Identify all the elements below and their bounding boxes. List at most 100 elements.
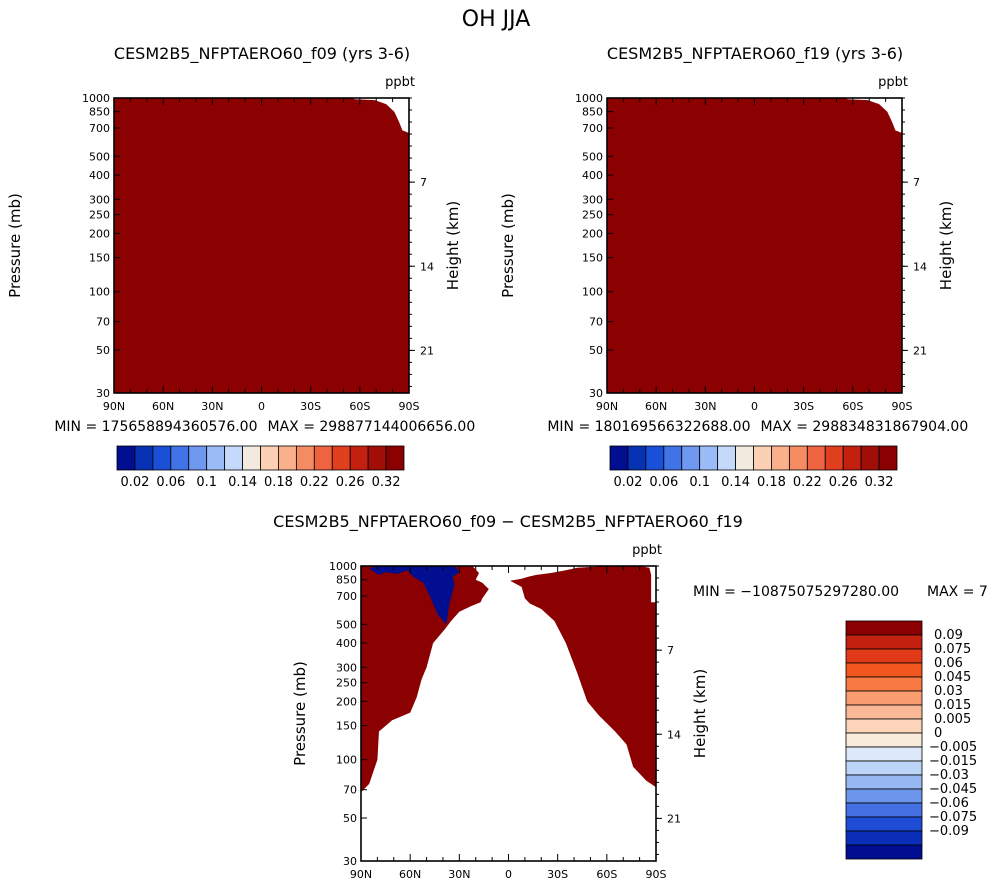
y-tick-label: 70 [96, 316, 110, 329]
colorbar-label: 0.02 [120, 475, 149, 490]
y-tick-label: 400 [89, 169, 110, 182]
colorbar-box [699, 445, 719, 471]
colorbar-box [845, 620, 923, 636]
colorbar: 0.02 0.06 0.1 0.14 0.18 0.22 0.26 0.32 [609, 445, 898, 490]
colorbar-box [134, 445, 154, 471]
x-tick-label: 60N [399, 868, 421, 881]
x-tick-label: 30S [300, 400, 321, 413]
panel-difference: CESM2B5_NFPTAERO60_f09 − CESM2B5_NFPTAER… [273, 512, 988, 881]
x-tick-label: 30S [547, 868, 568, 881]
colorbar-label: 0.26 [829, 475, 858, 490]
min-value: MIN = 180169566322688.00 [547, 419, 750, 435]
colorbar-label: 0.18 [757, 475, 786, 490]
y-tick-label: 300 [582, 193, 603, 206]
colorbar-box [845, 648, 923, 664]
colorbar-box [842, 445, 862, 471]
colorbar-label: 0.06 [156, 475, 185, 490]
panel-title: CESM2B5_NFPTAERO60_f19 (yrs 3-6) [607, 44, 903, 64]
y-tick-label: 50 [343, 812, 357, 825]
y-axis-label: Pressure (mb) [291, 661, 309, 766]
y-tick-label: 700 [89, 122, 110, 135]
colorbar-box [349, 445, 369, 471]
y-axis-label: Pressure (mb) [499, 193, 517, 298]
colorbar-label: −0.09 [929, 824, 969, 839]
y-tick-label: 50 [96, 344, 110, 357]
x-tick-label: 90S [892, 400, 913, 413]
y-tick-label: 30 [343, 855, 357, 868]
colorbar-label: 0.14 [721, 475, 750, 490]
colorbar-label: 0.14 [228, 475, 257, 490]
x-tick-label: 30N [448, 868, 470, 881]
colorbar-box [845, 774, 923, 790]
colorbar-label: 0.32 [372, 475, 401, 490]
positive-region-south [510, 566, 656, 788]
colorbar-box [845, 662, 923, 678]
colorbar-box [735, 445, 754, 471]
colorbar-label: 0.06 [934, 656, 963, 671]
x-tick-label: 60S [596, 868, 617, 881]
y-tick-label: 200 [89, 227, 110, 240]
panel-title: CESM2B5_NFPTAERO60_f09 (yrs 3-6) [114, 44, 410, 64]
y-axis-label: Pressure (mb) [6, 193, 24, 298]
x-tick-label: 30N [201, 400, 223, 413]
y-tick-label: 850 [582, 106, 603, 119]
field [607, 98, 902, 393]
colorbar-box [224, 445, 243, 471]
colorbar-box [845, 676, 923, 692]
colorbar-box [860, 445, 880, 471]
colorbar-label: 0.075 [934, 642, 971, 657]
colorbar-label: 0.02 [613, 475, 642, 490]
colorbar-label: 0.06 [649, 475, 678, 490]
y-tick-label: 250 [89, 209, 110, 222]
y-tick-label: 300 [89, 193, 110, 206]
colorbar-box [609, 445, 629, 471]
x-tick-label: 60N [645, 400, 667, 413]
y-tick-label: 30 [96, 387, 110, 400]
y-tick-label: 1000 [575, 92, 603, 105]
colorbar-box [845, 830, 923, 846]
colorbar-box [242, 445, 261, 471]
y-right-tick-label: 7 [667, 644, 674, 657]
colorbar-label: 0.26 [336, 475, 365, 490]
colorbar-box [806, 445, 826, 471]
y-right-tick-label: 7 [913, 176, 920, 189]
colorbar-box [845, 634, 923, 650]
colorbar-box [845, 718, 923, 734]
y-tick-label: 300 [336, 661, 357, 674]
y-tick-label: 400 [336, 637, 357, 650]
colorbar-label: 0 [934, 726, 942, 741]
y-right-axis-label: Height (km) [937, 201, 955, 290]
colorbar-box [663, 445, 683, 471]
colorbar-label: −0.045 [929, 782, 977, 797]
y-right-tick-label: 21 [913, 344, 927, 357]
field [361, 566, 656, 793]
colorbar-box [627, 445, 647, 471]
y-tick-label: 500 [336, 618, 357, 631]
y-tick-label: 700 [336, 590, 357, 603]
y-tick-label: 150 [89, 252, 110, 265]
colorbar-box [206, 445, 226, 471]
colorbar-box [753, 445, 772, 471]
colorbar-box [845, 732, 923, 748]
units-label: ppbt [385, 75, 415, 90]
y-tick-label: 850 [89, 106, 110, 119]
y-right-tick-label: 7 [420, 176, 427, 189]
colorbar-box [295, 445, 315, 471]
y-right-tick-label: 14 [667, 728, 681, 741]
colorbar-label: −0.06 [929, 796, 969, 811]
figure-title: OH JJA [462, 7, 531, 32]
field [114, 98, 409, 393]
x-tick-label: 90N [103, 400, 125, 413]
colorbar-box [313, 445, 333, 471]
colorbar-box [170, 445, 190, 471]
colorbar-box [878, 445, 898, 471]
negative-region [369, 566, 460, 625]
panel-f19: CESM2B5_NFPTAERO60_f19 (yrs 3-6) 90N 60N 30… [499, 44, 968, 490]
colorbar-label: 0.09 [934, 628, 963, 643]
x-tick-label: 0 [751, 400, 758, 413]
colorbar-box [278, 445, 297, 471]
x-tick-label: 90S [399, 400, 420, 413]
y-tick-label: 1000 [329, 560, 357, 573]
positive-region-north [361, 566, 489, 793]
